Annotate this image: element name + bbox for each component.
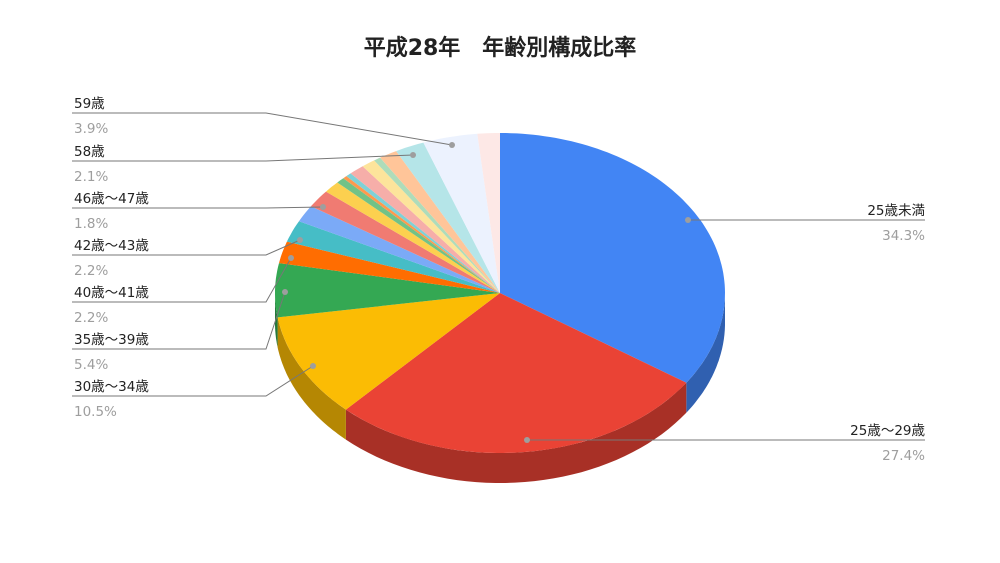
pie-slice[interactable] xyxy=(380,151,500,293)
leader-dot xyxy=(297,237,303,243)
pie-slice[interactable] xyxy=(337,178,500,293)
leader-line xyxy=(72,154,414,162)
slice-label: 35歳～39歳 xyxy=(74,332,149,348)
pie-slice[interactable] xyxy=(500,133,725,383)
leader-dot xyxy=(449,142,455,148)
pie-slice[interactable] xyxy=(279,241,500,293)
pie-slice[interactable] xyxy=(374,157,500,293)
pie-slice-side xyxy=(277,317,346,440)
slice-label: 30歳～34歳 xyxy=(74,379,149,395)
slice-label: 46歳～47歳 xyxy=(74,191,149,207)
leader-dot xyxy=(320,204,326,210)
leader-dot xyxy=(288,255,294,261)
pie-slice[interactable] xyxy=(346,173,500,293)
leader-line xyxy=(72,257,292,303)
slice-label: 25歳未満 xyxy=(867,203,925,219)
slice-percent: 5.4% xyxy=(74,357,108,373)
slice-percent: 2.2% xyxy=(74,310,108,326)
chart-title: 平成28年 年齢別構成比率 xyxy=(364,35,637,61)
pie-slice-side xyxy=(275,293,278,348)
pie-slice[interactable] xyxy=(477,133,500,293)
pie-slice[interactable] xyxy=(345,293,687,453)
leader-dot xyxy=(282,289,288,295)
leader-dot xyxy=(685,217,691,223)
pie-slice[interactable] xyxy=(277,293,500,410)
pie-slice[interactable] xyxy=(310,191,500,293)
slice-label: 25歳～29歳 xyxy=(850,423,925,439)
slice-percent: 10.5% xyxy=(74,404,117,420)
leader-line xyxy=(72,365,314,397)
slice-percent: 27.4% xyxy=(882,448,925,464)
slice-percent: 2.2% xyxy=(74,263,108,279)
pie-slice[interactable] xyxy=(343,176,500,293)
pie-slice[interactable] xyxy=(299,206,500,293)
leader-dot xyxy=(524,437,530,443)
slice-label: 40歳～41歳 xyxy=(74,285,149,301)
leader-dot xyxy=(410,152,416,158)
pie-slice[interactable] xyxy=(350,166,500,293)
pie-slice-side xyxy=(345,382,687,483)
slice-percent: 2.1% xyxy=(74,169,108,185)
pie-slice[interactable] xyxy=(326,182,500,294)
pie-slice[interactable] xyxy=(423,133,500,293)
leader-dot xyxy=(310,363,316,369)
pie-slice[interactable] xyxy=(275,263,500,318)
leader-line xyxy=(72,112,453,146)
slice-percent: 1.8% xyxy=(74,216,108,232)
slice-label: 58歳 xyxy=(74,144,105,160)
leader-line xyxy=(72,206,324,209)
slice-percent: 34.3% xyxy=(882,228,925,244)
pie-slice[interactable] xyxy=(362,160,500,293)
leader-line xyxy=(72,239,301,256)
pie-slice[interactable] xyxy=(396,142,500,293)
pie-slice[interactable] xyxy=(286,221,500,293)
leader-line xyxy=(72,291,286,350)
pie-slice-side xyxy=(686,293,725,413)
slice-label: 59歳 xyxy=(74,96,105,112)
slice-label: 42歳～43歳 xyxy=(74,238,149,254)
slice-percent: 3.9% xyxy=(74,121,108,137)
